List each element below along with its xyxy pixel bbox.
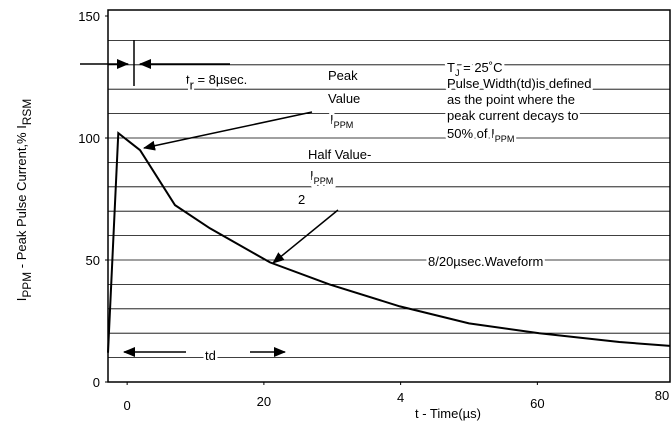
waveform-line (107, 131, 671, 353)
text-part: as the point where the (447, 92, 575, 107)
annotation: IPPM (330, 112, 353, 130)
text-part: peak current decays to (447, 108, 579, 123)
plot-frame (107, 9, 671, 383)
arrow (272, 209, 339, 264)
annotation: td (205, 348, 216, 363)
annotation: Value (328, 91, 360, 106)
annotation: TJ = 25˚C (447, 60, 503, 78)
text-part: I (330, 112, 334, 127)
text-part: I (310, 168, 314, 183)
x-tick-label: 20 (257, 394, 271, 409)
y-tick-label: 150 (78, 9, 100, 24)
x-tick-label: 80 (655, 388, 669, 403)
annotation: peak current decays to (447, 108, 579, 123)
annotation: as the point where the (447, 92, 575, 107)
annotation: 8/20µsec.Waveform (428, 254, 543, 269)
subscript: r (190, 78, 194, 92)
text-part: t (186, 72, 190, 87)
text-part: T (447, 60, 455, 75)
y-axis-label: IPPM - Peak Pulse Current,% IRSM (14, 99, 34, 302)
text-part: 2 (298, 192, 305, 207)
text-part: = 25˚C (460, 60, 503, 75)
arrow (143, 111, 313, 151)
grid (108, 40, 670, 359)
text-part: = 8µsec. (194, 72, 247, 87)
subscript: PPM (495, 134, 515, 144)
x-axis-label: t - Time(µs) (415, 406, 481, 421)
x-tick-label: 4 (397, 390, 404, 405)
y-tick-label: 100 (78, 131, 100, 146)
subscript: PPM (314, 176, 334, 186)
text-part: 8/20µsec.Waveform (428, 254, 543, 269)
x-tick-label: 60 (530, 396, 544, 411)
text-part: Pulse Width(td)is defined (447, 76, 592, 91)
x-tick-label: 0 (124, 398, 131, 413)
subscript: PPM (334, 120, 354, 130)
subscript: RSM (20, 99, 34, 125)
y-tick-label: 0 (93, 375, 100, 390)
annotation: 2 (298, 192, 305, 207)
text-part: Half Value- (308, 147, 371, 162)
text-part: Peak (328, 68, 358, 83)
annotation: IPPM (310, 168, 333, 186)
text-part: 50% of I (447, 126, 495, 141)
annotation: tr = 8µsec. (186, 72, 247, 92)
arrows (80, 40, 339, 357)
annotation: Pulse Width(td)is defined (447, 76, 592, 91)
text-part: td (205, 348, 216, 363)
subscript: J (455, 68, 460, 78)
text-part: Value (328, 91, 360, 106)
subscript: PPM (20, 272, 34, 298)
annotation: Peak (328, 68, 358, 83)
annotation: 50% of IPPM (447, 126, 514, 144)
text-part: - Peak Pulse Current,% I (14, 125, 29, 272)
y-tick-label: 50 (86, 253, 100, 268)
marks (105, 15, 671, 385)
text-part: I (14, 298, 29, 302)
annotation: Half Value- (308, 147, 371, 162)
